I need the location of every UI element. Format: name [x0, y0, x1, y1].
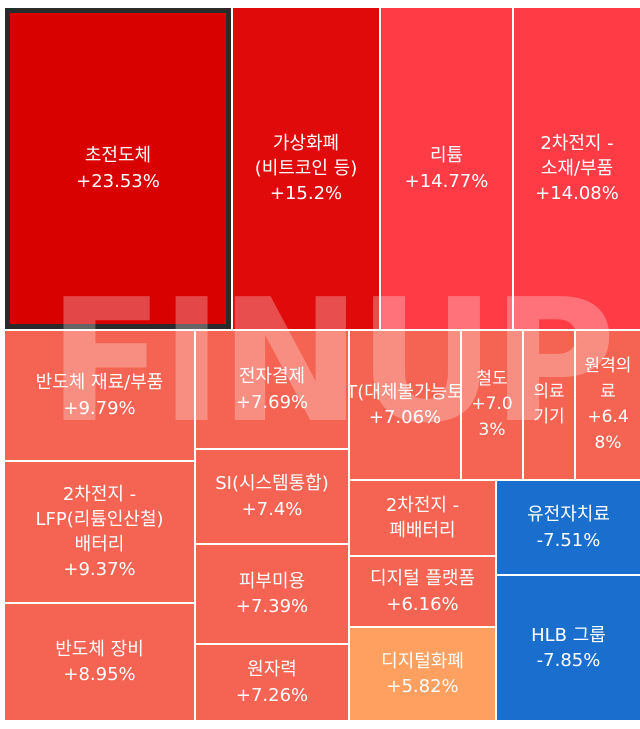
- tile-name: 2차전지 - 폐배터리: [385, 494, 460, 541]
- tile-name: 유전자치료: [527, 504, 610, 526]
- tile-skincare[interactable]: 피부미용 +7.39%: [196, 545, 348, 643]
- tile-change: +7.26%: [235, 684, 309, 706]
- tile-name: SI(시스템통합): [215, 473, 329, 495]
- tile-change: +7.69%: [235, 391, 309, 413]
- tile-name: 반도체 재료/부품: [35, 372, 164, 394]
- tile-name: 피부미용: [238, 570, 306, 592]
- tile-change: -7.85%: [536, 650, 601, 671]
- tile-name: 철도: [476, 368, 508, 389]
- tile-name: 원자력: [247, 659, 297, 681]
- tile-battery-recycling[interactable]: 2차전지 - 폐배터리: [350, 481, 495, 555]
- tile-semiconductor-materials[interactable]: 반도체 재료/부품 +9.79%: [5, 331, 194, 460]
- tile-change: +6.48%: [587, 407, 629, 453]
- tile-name: 디지털화폐: [381, 650, 464, 672]
- tile-name: 원격의료: [584, 356, 632, 402]
- tile-name: HLB 그룹: [531, 624, 606, 646]
- tile-superconductor[interactable]: 초전도체 +23.53%: [5, 8, 231, 329]
- tile-name: 리튬: [429, 145, 464, 167]
- tile-change: +7.03%: [471, 394, 513, 440]
- tile-crypto[interactable]: 가상화폐(비트코인 등) +15.2%: [233, 8, 379, 329]
- tile-name: 2차전지 - 소재/부품: [540, 132, 614, 179]
- tile-hlb-group[interactable]: HLB 그룹 -7.85%: [497, 576, 640, 720]
- tile-semiconductor-equipment[interactable]: 반도체 장비 +8.95%: [5, 604, 194, 720]
- tile-digital-currency[interactable]: 디지털화폐 +5.82%: [350, 628, 495, 720]
- tile-change: +14.08%: [535, 183, 619, 205]
- tile-change: +15.2%: [269, 183, 343, 205]
- tile-name: 반도체 장비: [55, 638, 144, 660]
- tile-name: 초전도체: [84, 145, 152, 167]
- tile-name: 디지털 플랫폼: [369, 568, 476, 590]
- tile-lfp-battery[interactable]: 2차전지 - LFP(리튬인산철) 배터리 +9.37%: [5, 462, 194, 602]
- tile-change: +9.37%: [63, 559, 136, 581]
- tile-change: +14.77%: [404, 170, 489, 192]
- tile-change: +7.06%: [368, 407, 442, 428]
- tile-change: +6.16%: [386, 593, 459, 615]
- tile-change: -7.51%: [536, 529, 601, 551]
- tile-lithium[interactable]: 리튬 +14.77%: [381, 8, 512, 329]
- tile-change: +9.79%: [63, 397, 136, 419]
- tile-change: +5.82%: [386, 676, 459, 697]
- tile-name: 가상화폐(비트코인 등): [254, 132, 358, 179]
- tile-battery-materials[interactable]: 2차전지 - 소재/부품 +14.08%: [514, 8, 640, 329]
- tile-telemedicine[interactable]: 원격의료 +6.48%: [576, 331, 640, 479]
- tile-name: 전자결제: [238, 366, 306, 388]
- tile-nft[interactable]: NFT(대체불가능토큰) +7.06%: [350, 331, 460, 479]
- tile-railway[interactable]: 철도 +7.03%: [462, 331, 522, 479]
- tile-gene-therapy[interactable]: 유전자치료 -7.51%: [497, 481, 640, 574]
- tile-name: 2차전지 - LFP(리튬인산철) 배터리: [35, 483, 164, 555]
- tile-digital-platform[interactable]: 디지털 플랫폼 +6.16%: [350, 557, 495, 626]
- tile-si[interactable]: SI(시스템통합) +7.4%: [196, 450, 348, 543]
- tile-medical-devices[interactable]: 의료기기: [524, 331, 574, 479]
- tile-e-payment[interactable]: 전자결제 +7.69%: [196, 331, 348, 448]
- tile-name: NFT(대체불가능토큰): [350, 381, 460, 403]
- tile-change: +7.4%: [241, 498, 303, 520]
- tile-change: +23.53%: [76, 170, 160, 192]
- tile-change: +8.95%: [63, 664, 136, 685]
- tile-name: 의료기기: [533, 381, 565, 428]
- tile-nuclear[interactable]: 원자력 +7.26%: [196, 645, 348, 720]
- tile-change: +7.39%: [235, 596, 309, 617]
